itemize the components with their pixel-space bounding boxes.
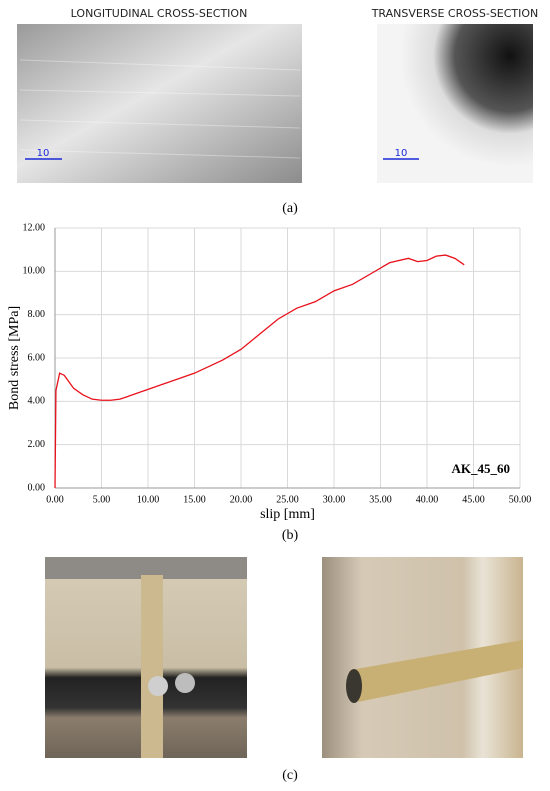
x-tick-label: 10.00	[137, 494, 160, 505]
x-tick-label: 30.00	[323, 494, 346, 505]
photo-texture	[19, 59, 301, 159]
caption: (b)	[282, 528, 299, 543]
x-tick-label: 25.00	[276, 494, 299, 505]
x-tick-label: 40.00	[416, 494, 439, 505]
caption: (a)	[282, 201, 298, 216]
x-tick-label: 0.00	[46, 494, 64, 505]
photo-detail	[350, 640, 523, 702]
y-tick-label: 2.00	[28, 439, 46, 450]
y-tick-label: 8.00	[28, 309, 46, 320]
x-axis-label: slip [mm]	[260, 507, 315, 522]
scale-label: 10	[37, 148, 50, 159]
x-tick-label: 45.00	[462, 494, 485, 505]
photo-detail	[45, 557, 247, 579]
photo-detail	[141, 575, 163, 758]
y-tick-label: 0.00	[28, 482, 46, 493]
x-tick-label: 50.00	[509, 494, 532, 505]
data-line	[54, 254, 465, 489]
caption: (c)	[282, 768, 298, 783]
x-tick-label: 20.00	[230, 494, 253, 505]
y-tick-label: 6.00	[28, 352, 46, 363]
photo	[377, 24, 533, 183]
x-tick-label: 15.00	[183, 494, 206, 505]
y-tick-label: 10.00	[23, 266, 46, 277]
x-tick-label: 35.00	[369, 494, 392, 505]
annotation: AK_45_60	[452, 461, 511, 476]
photo-detail	[148, 676, 168, 696]
x-tick-label: 5.00	[93, 494, 111, 505]
y-tick-label: 12.00	[23, 222, 46, 233]
photo-detail	[346, 669, 362, 703]
photo-label: TRANSVERSE CROSS-SECTION	[371, 7, 539, 20]
chart: 0.00 2.00 4.00 6.00 8.00 10.00 12.00 0.00 5.00 10…	[7, 222, 531, 522]
photo-detail	[175, 673, 195, 693]
scale-label: 10	[395, 148, 408, 159]
y-tick-label: 4.00	[28, 396, 46, 407]
y-axis-label: Bond stress [MPa]	[7, 306, 22, 410]
photo	[17, 24, 302, 183]
photo-label: LONGITUDINAL CROSS-SECTION	[71, 7, 248, 20]
